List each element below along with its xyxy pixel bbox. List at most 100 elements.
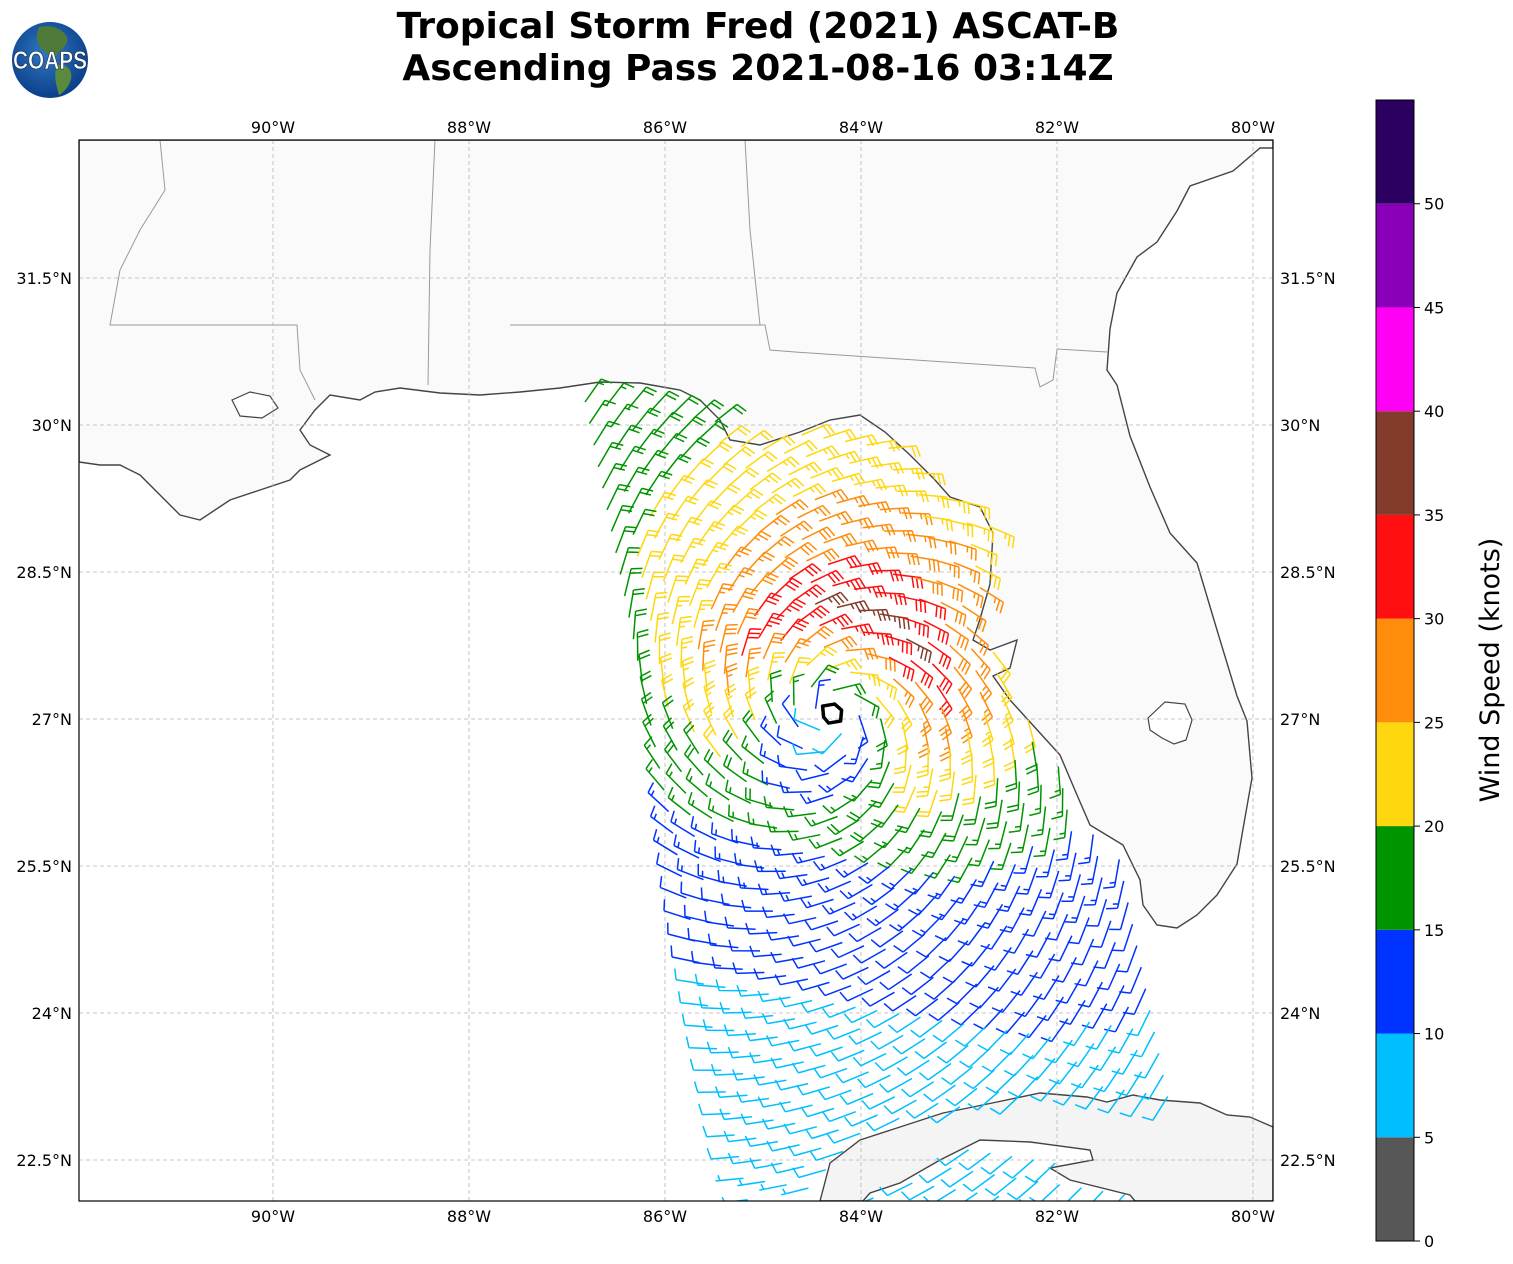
wind-barb: [724, 683, 737, 718]
wind-barb: [776, 725, 804, 750]
wind-barb: [819, 613, 853, 628]
wind-barb: [703, 659, 716, 693]
wind-barb: [923, 515, 954, 532]
wind-barb: [1018, 1014, 1047, 1039]
wind-barb: [817, 1089, 852, 1101]
wind-barb: [1064, 895, 1086, 924]
wind-barb: [939, 771, 956, 802]
wind-barb: [960, 731, 973, 765]
wind-barb: [865, 1013, 900, 1029]
wind-barb: [795, 980, 830, 991]
wind-barb: [762, 434, 796, 451]
right-lat-label: 30°N: [1280, 416, 1320, 435]
wind-barb: [683, 720, 700, 755]
bottom-lon-label: 80°W: [1231, 1207, 1275, 1226]
wind-barb: [845, 647, 879, 661]
wind-barb: [1025, 932, 1051, 958]
wind-barb: [839, 883, 873, 900]
wind-barb: [741, 628, 762, 656]
wind-barb: [892, 1038, 926, 1055]
wind-barb: [707, 933, 739, 949]
wind-barb: [1106, 880, 1125, 910]
wind-barb: [694, 973, 726, 989]
wind-barb: [736, 984, 769, 997]
wind-barb: [703, 748, 726, 779]
wind-barb: [1107, 1028, 1134, 1054]
wind-barb: [809, 1046, 843, 1057]
wind-barb: [897, 955, 930, 974]
wind-barb: [741, 899, 773, 912]
wind-barb: [985, 1072, 1017, 1094]
wind-barb: [862, 887, 895, 906]
wind-barb: [973, 882, 999, 909]
wind-barb: [667, 575, 689, 603]
wind-barb: [892, 1205, 917, 1218]
wind-barb: [916, 746, 930, 779]
wind-barb: [649, 491, 677, 517]
wind-barb: [710, 483, 741, 506]
wind-barb: [980, 925, 1008, 950]
wind-barb: [1167, 1200, 1168, 1201]
wind-barb: [693, 599, 714, 628]
wind-barb: [988, 821, 1008, 850]
wind-barb: [936, 580, 964, 603]
wind-barb: [970, 543, 998, 567]
wind-barb: [1016, 867, 1038, 895]
wind-barb: [1070, 1064, 1099, 1089]
wind-barb: [1077, 981, 1103, 1008]
wind-barb: [967, 1091, 1000, 1111]
wind-barb: [736, 607, 761, 635]
wind-barb: [783, 1018, 817, 1030]
wind-barb: [911, 915, 943, 937]
wind-barb: [921, 832, 947, 859]
wind-barb: [1005, 759, 1018, 793]
wind-barb: [685, 767, 708, 798]
wind-barb: [1051, 956, 1077, 983]
wind-barb: [984, 1177, 1017, 1197]
wind-barb: [786, 1210, 813, 1217]
wind-barb: [719, 1001, 752, 1014]
wind-barb: [745, 647, 762, 678]
wind-barb: [677, 991, 709, 1007]
wind-barb: [777, 754, 808, 771]
wind-barb: [645, 470, 673, 496]
wind-barb: [623, 466, 650, 492]
wind-barb: [1035, 849, 1056, 878]
wind-barb: [792, 483, 827, 498]
wind-barb: [706, 562, 732, 589]
wind-barb: [1008, 803, 1025, 834]
wind-barb: [843, 736, 865, 765]
colorbar-tick-label: 10: [1424, 1025, 1444, 1044]
wind-barb: [736, 1091, 770, 1103]
wind-barb: [787, 935, 821, 947]
wind-barb: [1006, 1180, 1039, 1201]
wind-barb: [893, 573, 924, 589]
wind-barb: [1097, 1089, 1125, 1114]
wind-barb: [927, 875, 956, 900]
wind-barb: [606, 483, 631, 511]
wind-barb: [700, 887, 730, 906]
wind-barb: [740, 1007, 774, 1020]
colorbar-bin: [1376, 203, 1414, 308]
wind-barb: [781, 1187, 809, 1196]
wind-barb: [610, 504, 634, 532]
wind-barb: [884, 634, 913, 656]
wind-barb: [753, 860, 786, 873]
wind-barb: [781, 694, 799, 728]
wind-barb: [675, 416, 706, 438]
wind-barb: [826, 1028, 861, 1040]
wind-barb: [749, 472, 782, 491]
wind-barb: [963, 796, 982, 826]
wind-barb: [805, 445, 840, 458]
wind-barb: [896, 1059, 930, 1076]
wind-barb: [783, 806, 816, 818]
wind-barb: [808, 941, 843, 953]
wind-barb: [719, 1108, 752, 1121]
wind-barb: [806, 548, 840, 562]
wind-barb: [852, 948, 886, 964]
wind-barb: [645, 758, 665, 791]
wind-barb: [940, 793, 960, 822]
wind-barb: [1014, 993, 1043, 1018]
wind-barb: [819, 510, 853, 523]
wind-barb: [717, 870, 747, 887]
